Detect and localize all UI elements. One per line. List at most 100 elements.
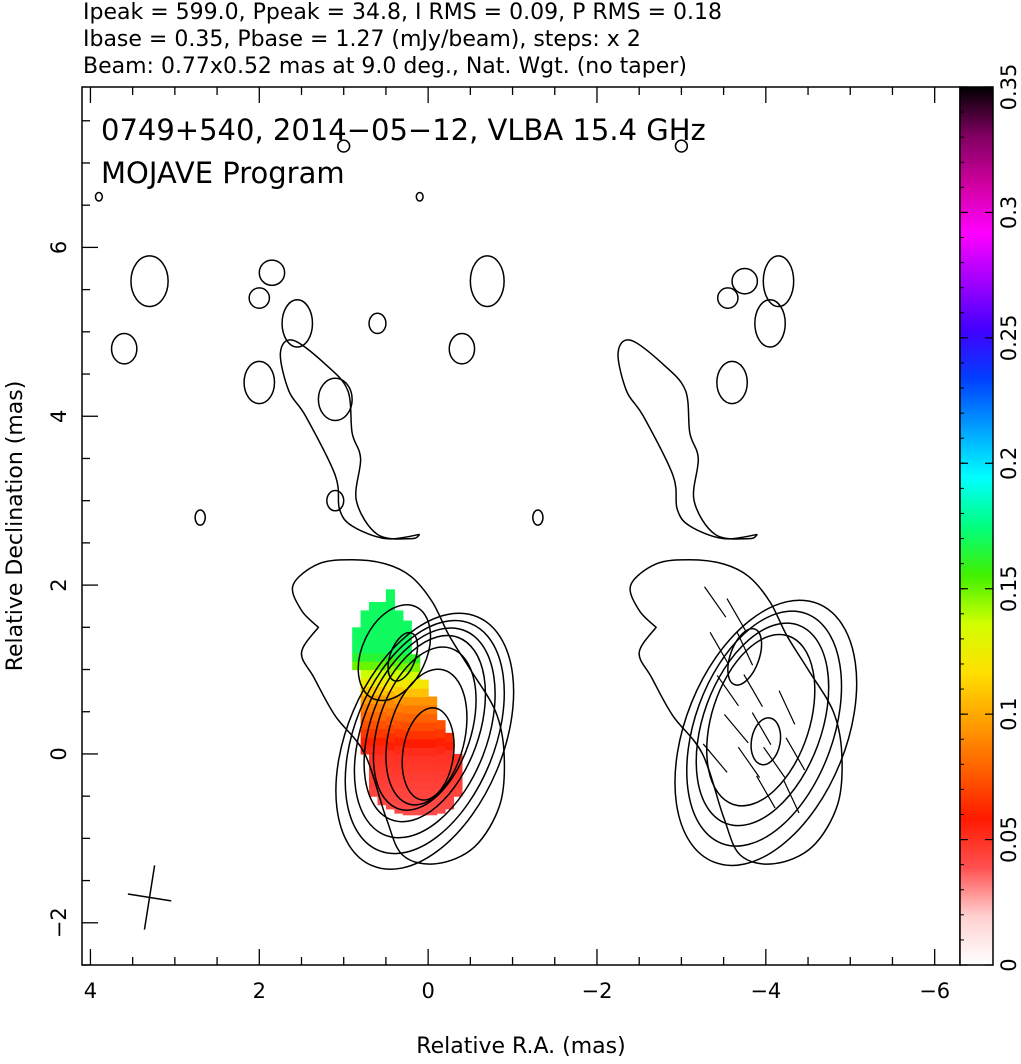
pol-pixel (411, 772, 421, 782)
pol-pixel (369, 686, 379, 696)
contour-island-left (248, 287, 271, 309)
pol-pixel (360, 644, 370, 654)
pol-pixel (394, 753, 404, 763)
y-tick-label: 2 (47, 578, 71, 591)
plot-subtitle: MOJAVE Program (101, 156, 345, 190)
pol-pixel (385, 699, 395, 709)
contour-island-left (110, 332, 138, 365)
pol-pixel (428, 772, 438, 782)
pol-pixel (419, 747, 429, 757)
y-tick-label: −2 (47, 907, 71, 938)
x-tick-label: −6 (919, 979, 950, 1003)
pol-pixel (445, 741, 455, 751)
pol-pixel (369, 652, 379, 662)
pol-pixel (360, 703, 370, 713)
contour-island-left (317, 377, 353, 422)
header-line1: Ipeak = 599.0, Ppeak = 34.8, I RMS = 0.0… (83, 0, 722, 25)
pol-pixel (453, 779, 463, 789)
pol-pixel (411, 730, 421, 740)
pol-pixel (385, 732, 395, 742)
pol-pixel (385, 682, 395, 692)
pol-pixel (369, 779, 379, 789)
pol-pixel (402, 738, 412, 748)
contour-island-right (716, 287, 739, 309)
colorbar-tick-label: 0.05 (997, 816, 1021, 863)
pol-pixel (369, 618, 379, 628)
pol-pixel (453, 762, 463, 772)
pol-pixel (419, 755, 429, 765)
evpa-vectors-layer (702, 586, 806, 814)
contour-level-left (353, 627, 496, 839)
pol-pixel (377, 694, 387, 704)
header-line3: Beam: 0.77x0.52 mas at 9.0 deg., Nat. Wg… (83, 54, 687, 79)
contour-level-left (335, 612, 515, 871)
contour-island-left (448, 332, 476, 365)
pol-pixel (394, 618, 404, 628)
pol-pixel (377, 677, 387, 688)
pol-pixel (402, 721, 412, 731)
pol-pixel (385, 614, 395, 624)
pol-pixel (385, 749, 395, 759)
pol-pixel (377, 753, 387, 763)
pol-pixel (352, 635, 362, 645)
pol-pixel (394, 686, 404, 696)
pol-pixel (436, 762, 446, 772)
pol-pixel (385, 597, 395, 607)
pol-pixel (385, 724, 395, 734)
pol-pixel (394, 711, 404, 721)
pol-pixel (394, 770, 404, 780)
axis-tick-labels: 4 2 0 −2 −4 −6 −2 0 2 4 6 (47, 241, 950, 1003)
contour-island-left (258, 259, 286, 287)
contour-level-left (401, 707, 455, 801)
contour-island-left (326, 489, 345, 512)
pol-pixel (411, 755, 421, 765)
pol-pixel (377, 644, 387, 654)
pol-pixel (411, 704, 421, 715)
pol-pixel (385, 741, 395, 751)
colorbar (959, 86, 994, 966)
pol-pixel (385, 623, 395, 633)
pol-pixel (436, 804, 446, 814)
contour-island-left (130, 255, 169, 308)
pol-pixel (402, 772, 412, 782)
pol-pixel (385, 707, 395, 717)
pol-pixel (385, 775, 395, 785)
pol-pixel (411, 671, 421, 681)
pol-pixel (436, 796, 446, 806)
pol-pixel (377, 601, 387, 612)
colorbar-tick-label: 0.3 (997, 196, 1021, 229)
contour-island-left (281, 298, 314, 348)
pol-pixel (385, 656, 395, 666)
contour-island-right (716, 360, 749, 405)
pol-pixel (369, 610, 379, 620)
contour-level-right (674, 599, 858, 867)
contour-outer-right (629, 559, 843, 865)
pol-pixel (369, 720, 379, 730)
pol-pixel (369, 661, 379, 671)
contour-level-right (695, 622, 830, 827)
pol-pixel (377, 669, 387, 679)
contour-peak-right (750, 717, 782, 766)
beam-minor-axis (127, 893, 172, 902)
pol-pixel (360, 686, 370, 696)
pol-pixel (419, 713, 429, 723)
pol-pixel (402, 780, 412, 790)
contour-island-right (762, 255, 795, 308)
pol-pixel (402, 789, 412, 799)
pol-pixel (402, 679, 412, 689)
pol-pixel (411, 696, 421, 706)
pol-pixel (436, 770, 446, 780)
contour-level-left (385, 668, 468, 806)
contour-island-right (731, 267, 759, 295)
pol-pixel (385, 758, 395, 768)
pol-pixel (377, 618, 387, 628)
pol-pixel (428, 755, 438, 765)
pol-pixel (394, 737, 404, 747)
colorbar-tick-label: 0 (997, 958, 1021, 971)
pol-pixel (411, 780, 421, 790)
pol-pixel (428, 780, 438, 790)
contour-island-left (415, 191, 424, 202)
y-tick-label: 4 (47, 410, 71, 423)
pol-pixel (385, 589, 395, 599)
